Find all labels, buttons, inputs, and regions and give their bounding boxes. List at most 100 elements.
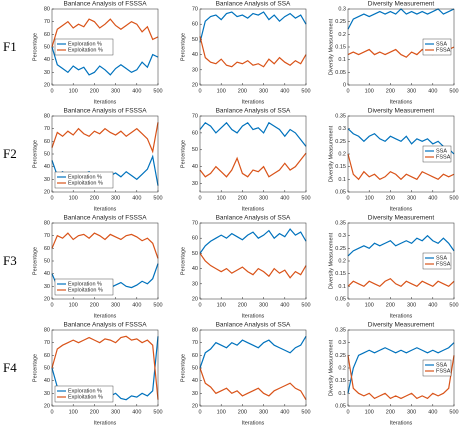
- y-tick-label: 60: [192, 353, 198, 359]
- y-tick-label: 20: [192, 403, 198, 409]
- x-tick-label: 400: [280, 195, 289, 201]
- x-tick-label: 300: [407, 409, 416, 415]
- row-label: F1: [3, 39, 17, 54]
- y-tick-label: 30: [192, 281, 198, 287]
- legend-label: SSA: [436, 148, 447, 154]
- line-series: [199, 152, 307, 178]
- plot-frame: [51, 329, 159, 407]
- y-tick-label: 40: [192, 378, 198, 384]
- y-tick-label: 60: [44, 246, 50, 252]
- x-tick-label: 200: [90, 88, 99, 94]
- y-axis-label: Percentage: [32, 33, 38, 61]
- y-tick-label: 0.35: [335, 327, 346, 333]
- x-tick-label: 200: [238, 302, 247, 308]
- chart-title: Banlance Analysis of FSSSA: [63, 108, 147, 115]
- x-tick-label: 0: [50, 88, 53, 94]
- y-axis-label: Percentage: [32, 247, 38, 275]
- y-tick-label: 50: [44, 151, 50, 157]
- chart-title: Banlance Analysis of SSA: [216, 108, 291, 115]
- plot-frame: [347, 329, 455, 407]
- legend-label: SSA: [436, 362, 447, 368]
- line-series: [199, 11, 307, 43]
- y-tick-label: 50: [44, 365, 50, 371]
- x-tick-label: 100: [69, 302, 78, 308]
- y-tick-label: 60: [44, 139, 50, 145]
- x-tick-label: 100: [69, 195, 78, 201]
- y-tick-label: 0.25: [335, 19, 346, 25]
- y-tick-label: 30: [44, 177, 50, 183]
- x-axis-label: Iterations: [94, 206, 117, 212]
- legend-box: [422, 145, 452, 163]
- line-series: [51, 335, 159, 400]
- y-tick-label: 0.15: [335, 271, 346, 277]
- x-tick-label: 200: [386, 195, 395, 201]
- x-tick-label: 200: [90, 302, 99, 308]
- y-tick-label: 80: [44, 220, 50, 226]
- y-axis-label: Percentage: [180, 354, 186, 382]
- y-tick-label: 0.35: [335, 220, 346, 226]
- y-tick-label: 80: [44, 113, 50, 119]
- y-tick-label: 20: [44, 403, 50, 409]
- x-tick-label: 300: [407, 88, 416, 94]
- y-tick-label: 40: [44, 271, 50, 277]
- x-axis-label: Iterations: [390, 99, 413, 105]
- y-tick-label: 0.05: [335, 296, 346, 302]
- x-axis-label: Iterations: [242, 313, 265, 319]
- y-tick-label: 80: [44, 327, 50, 333]
- x-tick-label: 500: [449, 302, 458, 308]
- x-tick-label: 0: [346, 195, 349, 201]
- legend-box: [422, 252, 452, 270]
- y-axis-label: Diversity Measurement: [328, 232, 334, 289]
- plot-frame: [51, 222, 159, 300]
- row-label: F3: [3, 253, 17, 268]
- y-tick-label: 60: [192, 130, 198, 136]
- y-tick-label: 80: [192, 327, 198, 333]
- y-axis-label: Percentage: [32, 354, 38, 382]
- y-tick-label: 0.15: [335, 44, 346, 50]
- y-tick-label: 70: [192, 220, 198, 226]
- x-tick-label: 300: [111, 409, 120, 415]
- y-axis-label: Percentage: [180, 33, 186, 61]
- y-tick-label: 0.2: [338, 365, 346, 371]
- x-tick-label: 400: [428, 195, 437, 201]
- y-tick-label: 30: [192, 391, 198, 397]
- y-tick-label: 30: [192, 181, 198, 187]
- x-tick-label: 500: [449, 195, 458, 201]
- y-tick-label: 60: [192, 236, 198, 242]
- x-tick-label: 400: [132, 88, 141, 94]
- plot-frame: [51, 115, 159, 193]
- x-tick-label: 500: [301, 409, 310, 415]
- x-tick-label: 500: [153, 195, 162, 201]
- y-tick-label: 50: [192, 365, 198, 371]
- y-tick-label: 20: [44, 82, 50, 88]
- y-tick-label: 70: [44, 340, 50, 346]
- line-series: [51, 232, 159, 259]
- legend-label: Exploration %: [68, 174, 102, 180]
- plot-frame: [199, 115, 307, 193]
- chart-title: Diversity Measurement: [368, 108, 435, 115]
- x-tick-label: 500: [153, 409, 162, 415]
- y-tick-label: 0.2: [338, 258, 346, 264]
- legend-label: SSA: [436, 255, 447, 261]
- chart-title: Banlance Analysis of FSSSA: [63, 322, 147, 329]
- plot-frame: [347, 222, 455, 300]
- plot-frame: [199, 222, 307, 300]
- x-tick-label: 500: [153, 88, 162, 94]
- x-tick-label: 400: [428, 302, 437, 308]
- y-tick-label: 0.15: [335, 164, 346, 170]
- x-tick-label: 300: [259, 195, 268, 201]
- line-series: [347, 153, 455, 181]
- x-axis-label: Iterations: [242, 99, 265, 105]
- row-label: F2: [3, 146, 17, 161]
- x-tick-label: 200: [238, 195, 247, 201]
- y-tick-label: 0.1: [338, 57, 346, 63]
- x-axis-label: Iterations: [94, 313, 117, 319]
- line-series: [347, 234, 455, 257]
- line-series: [51, 122, 159, 154]
- y-tick-label: 0.15: [335, 378, 346, 384]
- y-tick-label: 40: [192, 52, 198, 58]
- line-series: [199, 121, 307, 147]
- line-series: [347, 278, 455, 288]
- legend-label: Exploration %: [68, 281, 102, 287]
